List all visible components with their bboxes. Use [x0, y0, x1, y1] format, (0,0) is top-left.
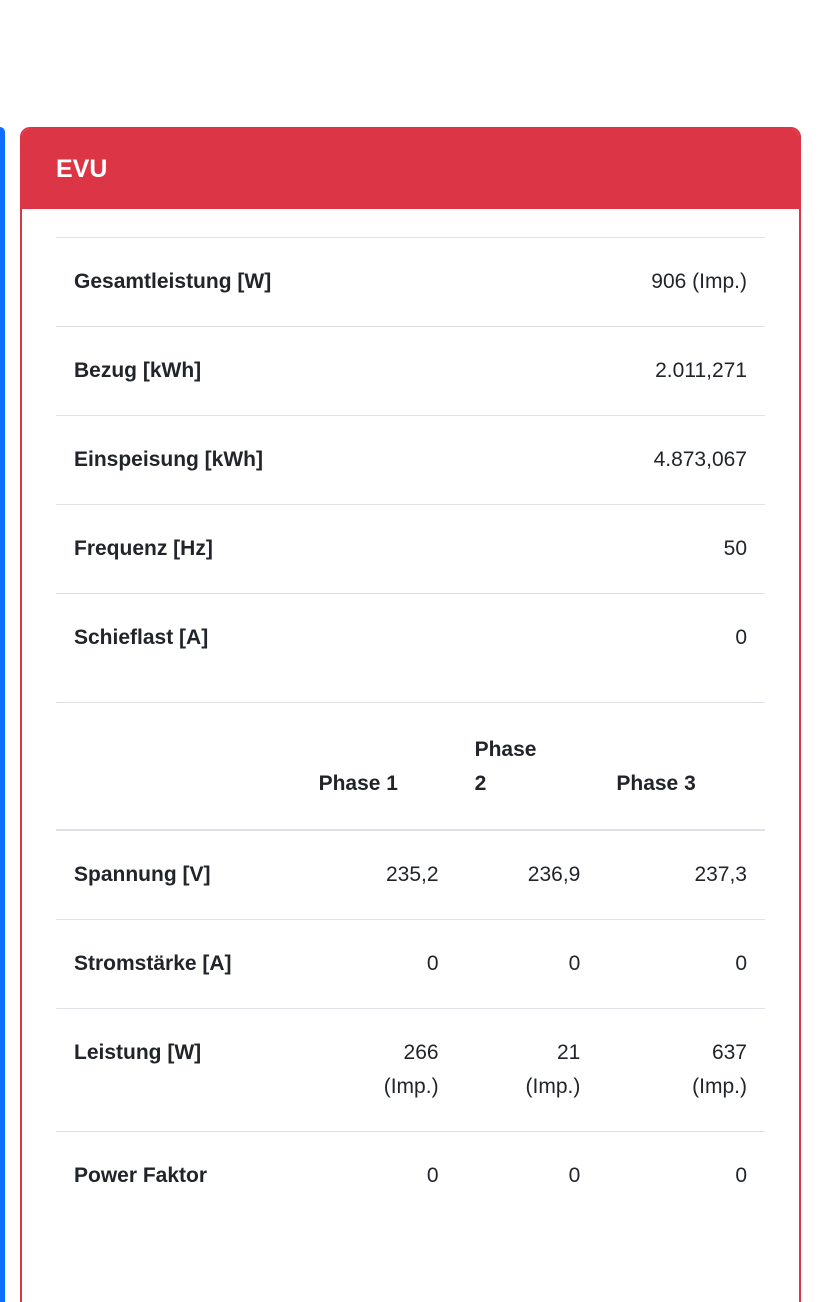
phase-header-row: Phase 1 Phase 2 Phase 3 [56, 702, 765, 831]
row-label: Gesamtleistung [W] [56, 237, 446, 327]
phase3-value: 0 [598, 1131, 765, 1220]
row-label: Schieflast [A] [56, 593, 446, 682]
row-value: 906 (Imp.) [445, 237, 765, 327]
summary-table: Gesamtleistung [W] 906 (Imp.) Bezug [kWh… [56, 237, 765, 682]
row-label: Frequenz [Hz] [56, 504, 446, 594]
table-row: Leistung [W] 266 (Imp.) 21 (Imp.) 637 (I… [56, 1008, 765, 1132]
table-row: Einspeisung [kWh] 4.873,067 [56, 415, 765, 505]
phase1-value: 0 [300, 1131, 457, 1220]
phase-column-label: Phase 3 [616, 772, 696, 795]
row-label: Leistung [W] [56, 1008, 301, 1132]
row-value: 4.873,067 [445, 415, 765, 505]
evu-card-body: Gesamtleistung [W] 906 (Imp.) Bezug [kWh… [22, 209, 799, 1248]
phase2-value: 0 [456, 1131, 599, 1220]
phase-table: Phase 1 Phase 2 Phase 3 Spannung [V] 235… [56, 702, 765, 1220]
evu-card: EVU Gesamtleistung [W] 906 (Imp.) Bezug … [20, 127, 801, 1302]
row-value: 0 [445, 593, 765, 682]
phase2-value: 236,9 [456, 829, 599, 920]
phase2-value: 21 (Imp.) [456, 1008, 599, 1132]
row-value: 2.011,271 [445, 326, 765, 416]
card-title: EVU [56, 155, 108, 183]
row-value: 50 [445, 504, 765, 594]
row-label: Power Faktor [56, 1131, 301, 1220]
table-row: Gesamtleistung [W] 906 (Imp.) [56, 237, 765, 327]
phase-header-spacer [56, 702, 301, 831]
row-label: Bezug [kWh] [56, 326, 446, 416]
phase2-value: 0 [456, 919, 599, 1009]
phase1-value: 266 (Imp.) [300, 1008, 457, 1132]
phase-column-label: Phase 2 [474, 738, 537, 795]
phase3-value: 637 (Imp.) [598, 1008, 765, 1132]
row-label: Spannung [V] [56, 829, 301, 920]
phase-column-header: Phase 1 [300, 702, 457, 831]
phase-column-label: Phase 1 [318, 772, 398, 795]
phase3-value: 0 [598, 919, 765, 1009]
evu-card-header: EVU [22, 129, 799, 209]
phase-column-header: Phase 3 [598, 702, 765, 831]
table-row: Schieflast [A] 0 [56, 593, 765, 682]
phase-column-header: Phase 2 [456, 702, 599, 831]
phase1-value: 235,2 [300, 829, 457, 920]
table-row: Stromstärke [A] 0 0 0 [56, 919, 765, 1009]
table-row: Bezug [kWh] 2.011,271 [56, 326, 765, 416]
table-row: Power Faktor 0 0 0 [56, 1131, 765, 1220]
adjacent-card-edge [0, 127, 5, 1302]
table-row: Spannung [V] 235,2 236,9 237,3 [56, 829, 765, 920]
phase1-value: 0 [300, 919, 457, 1009]
row-label: Stromstärke [A] [56, 919, 301, 1009]
row-label: Einspeisung [kWh] [56, 415, 446, 505]
phase3-value: 237,3 [598, 829, 765, 920]
table-row: Frequenz [Hz] 50 [56, 504, 765, 594]
